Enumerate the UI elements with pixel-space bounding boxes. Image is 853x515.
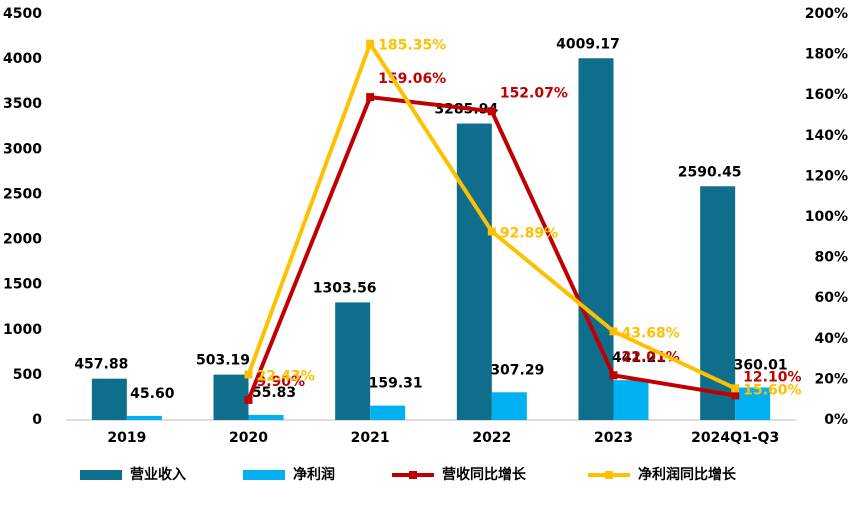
y2-tick-label: 60% bbox=[814, 290, 848, 306]
bar bbox=[126, 415, 162, 420]
line-value-label: 43.68% bbox=[622, 325, 680, 341]
bar bbox=[456, 123, 492, 421]
y-tick-label: 500 bbox=[13, 367, 42, 383]
legend-label: 净利润同比增长 bbox=[638, 466, 737, 483]
y-tick-label: 0 bbox=[32, 412, 42, 428]
y2-tick-label: 100% bbox=[805, 209, 848, 225]
x-tick-label: 2024Q1-Q3 bbox=[691, 430, 779, 446]
y2-tick-label: 200% bbox=[805, 6, 848, 22]
bar bbox=[91, 378, 127, 420]
line-marker bbox=[609, 327, 618, 336]
legend-label: 营业收入 bbox=[130, 466, 186, 483]
bar-value-label: 441.21 bbox=[612, 350, 666, 366]
x-tick-label: 2019 bbox=[107, 430, 146, 446]
y2-tick-label: 20% bbox=[814, 371, 848, 387]
y-tick-label: 1000 bbox=[3, 322, 42, 338]
bar-value-label: 307.29 bbox=[490, 362, 544, 378]
line-marker bbox=[609, 371, 618, 380]
bar-value-label: 2590.45 bbox=[678, 164, 742, 180]
y-tick-label: 3500 bbox=[3, 96, 42, 112]
legend-swatch bbox=[243, 470, 285, 480]
x-tick-label: 2021 bbox=[351, 430, 390, 446]
bar bbox=[248, 414, 284, 420]
y-tick-label: 2500 bbox=[3, 186, 42, 202]
y2-tick-label: 140% bbox=[805, 128, 848, 144]
x-tick-label: 2020 bbox=[229, 430, 268, 446]
legend-label: 净利润 bbox=[293, 466, 335, 483]
line-value-label: 12.10% bbox=[743, 369, 801, 385]
bar-value-label: 45.60 bbox=[130, 386, 175, 402]
line-value-label: 9.90% bbox=[257, 374, 306, 390]
y2-tick-label: 0% bbox=[824, 412, 848, 428]
line-marker bbox=[366, 93, 375, 102]
bar-value-label: 503.19 bbox=[196, 353, 250, 369]
bar bbox=[213, 374, 249, 420]
legend-label: 营收同比增长 bbox=[442, 466, 527, 483]
line-value-label: 22.43% bbox=[257, 368, 315, 384]
legend-swatch bbox=[80, 470, 122, 480]
line-marker bbox=[487, 107, 496, 116]
line-value-label: 92.89% bbox=[500, 225, 558, 241]
y-tick-label: 4000 bbox=[3, 51, 42, 67]
bar bbox=[735, 387, 771, 420]
line-value-label: 152.07% bbox=[500, 85, 568, 101]
y2-tick-label: 40% bbox=[814, 331, 848, 347]
bar-value-label: 4009.17 bbox=[556, 36, 620, 52]
bar bbox=[370, 405, 406, 420]
y-tick-label: 2000 bbox=[3, 232, 42, 248]
x-tick-label: 2023 bbox=[594, 430, 633, 446]
line-marker bbox=[487, 227, 496, 236]
line-marker bbox=[731, 384, 740, 393]
bar-value-label: 1303.56 bbox=[313, 280, 377, 296]
bar-value-label: 55.83 bbox=[252, 385, 296, 401]
y2-tick-label: 120% bbox=[805, 168, 848, 184]
bar-value-label: 457.88 bbox=[74, 357, 128, 373]
line-value-label: 185.35% bbox=[378, 38, 446, 54]
y2-tick-label: 160% bbox=[805, 87, 848, 103]
legend-swatch bbox=[605, 471, 613, 479]
line-marker bbox=[244, 395, 253, 404]
line-marker bbox=[366, 39, 375, 48]
y-tick-label: 4500 bbox=[3, 6, 42, 22]
bar-value-label: 159.31 bbox=[369, 376, 423, 392]
line-value-label: 15.60% bbox=[743, 382, 801, 398]
y-tick-label: 1500 bbox=[3, 277, 42, 293]
x-tick-label: 2022 bbox=[472, 430, 511, 446]
y2-tick-label: 180% bbox=[805, 47, 848, 63]
y-tick-label: 3000 bbox=[3, 141, 42, 157]
bar bbox=[491, 392, 527, 420]
bar-value-label: 360.01 bbox=[734, 358, 788, 374]
bar bbox=[335, 302, 371, 420]
y2-tick-label: 80% bbox=[814, 250, 848, 266]
legend-swatch bbox=[409, 471, 417, 479]
line-marker bbox=[731, 391, 740, 400]
line-value-label: 22.01% bbox=[622, 349, 680, 365]
bar bbox=[613, 380, 649, 420]
line-marker bbox=[244, 370, 253, 379]
